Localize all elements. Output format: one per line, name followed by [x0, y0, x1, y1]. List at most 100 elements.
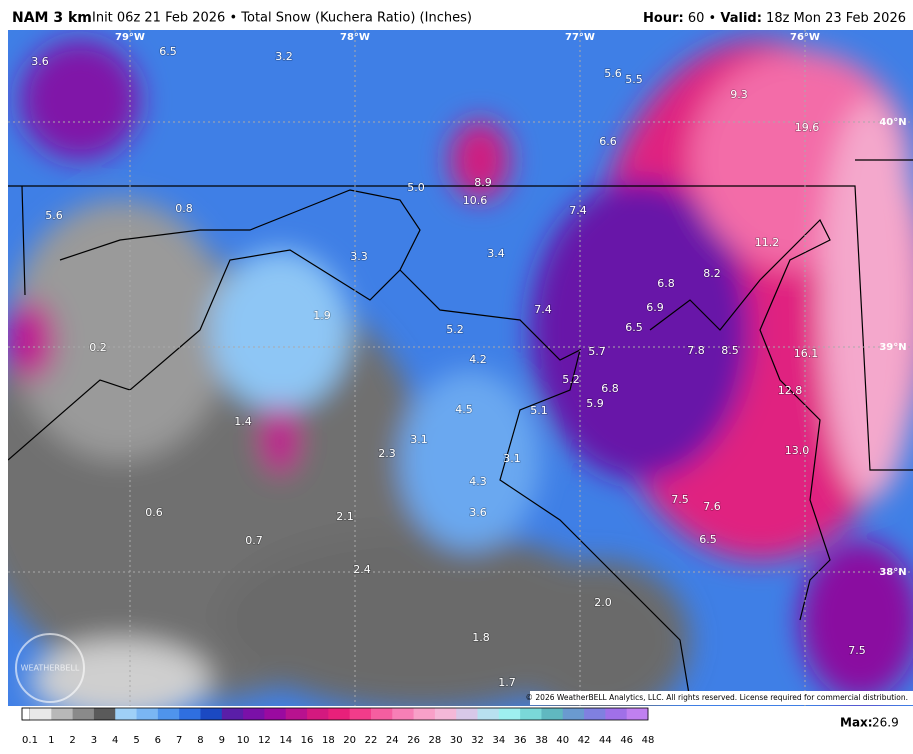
colorbar-tick: 20	[343, 735, 356, 746]
colorbar-swatch	[392, 708, 415, 720]
snow-labels: 3.66.5 3.25.6 5.59.319.66.68.95.010.65.60.…	[31, 44, 867, 690]
snow-value: 7.4	[569, 204, 587, 217]
colorbar: 0.1 1 2 3 4 5 6 7 8 9 10 12 14 16 18 20 22 24 26 28 30 32 34 36…	[21, 707, 654, 746]
snow-value: 1.8	[472, 631, 490, 644]
colorbar-swatch	[434, 708, 457, 720]
snow-value: 6.5	[625, 321, 643, 334]
snow-value: 5.7	[588, 345, 606, 358]
graticule-label: 79°W	[115, 32, 145, 43]
snow-value: 2.1	[336, 510, 354, 523]
colorbar-lead	[21, 707, 31, 721]
snow-value: 3.1	[410, 433, 428, 446]
snow-value: 8.2	[703, 267, 721, 280]
hour-label: Hour:	[643, 11, 684, 26]
colorbar-swatch	[136, 708, 159, 720]
colorbar-tick: 16	[301, 735, 314, 746]
snow-value: 9.3	[730, 88, 748, 101]
colorbar-tick: 10	[237, 735, 250, 746]
colorbar-swatch	[520, 708, 542, 720]
snow-value: 5.5	[625, 73, 643, 86]
snow-value: 1.7	[498, 676, 516, 689]
snow-value: 0.2	[89, 341, 107, 354]
snow-value: 3.6	[31, 55, 49, 68]
colorbar-tick: 28	[429, 735, 442, 746]
snow-value: 7.6	[703, 500, 721, 513]
colorbar-swatch	[243, 708, 265, 720]
colorbar-swatch	[477, 708, 500, 720]
colorbar-swatch	[584, 708, 606, 720]
colorbar-tick: 22	[365, 735, 378, 746]
max-label: Max:	[840, 716, 873, 730]
colorbar-tick: 12	[258, 735, 271, 746]
colorbar-swatch	[285, 708, 308, 720]
snow-value: 3.2	[275, 50, 293, 63]
snow-value: 0.7	[245, 534, 263, 547]
snow-value: 7.5	[671, 493, 689, 506]
colorbar-frame	[21, 707, 649, 721]
colorbar-swatch	[307, 708, 329, 720]
colorbar-tick: 18	[322, 735, 335, 746]
snow-value: 10.6	[463, 194, 488, 207]
colorbar-swatch	[370, 708, 393, 720]
snow-value: 2.0	[594, 596, 612, 609]
snow-value: 8.9	[474, 176, 492, 189]
snow-value: 4.3	[469, 475, 487, 488]
valid: 18z Mon 23 Feb 2026	[766, 11, 906, 26]
snow-value: 5.1	[530, 404, 548, 417]
snow-value: 0.6	[145, 506, 163, 519]
snow-value: 1.9	[313, 309, 331, 322]
colorbar-tick: 0.1	[22, 735, 38, 746]
snow-value: 0.8	[175, 202, 193, 215]
snow-value: 11.2	[755, 236, 780, 249]
colorbar-swatch	[179, 708, 201, 720]
logo: WEATHERBELL	[15, 633, 85, 703]
colorbar-tick: 26	[407, 735, 420, 746]
snow-value: 5.2	[446, 323, 464, 336]
colorbar-tick: 6	[155, 735, 161, 746]
graticule-label: 39°N	[879, 342, 906, 353]
colorbar-swatch	[264, 708, 287, 720]
colorbar-tick: 9	[219, 735, 225, 746]
graticule-label: 38°N	[879, 567, 906, 578]
colorbar-tick: 7	[176, 735, 182, 746]
colorbar-swatch	[221, 708, 244, 720]
colorbar-swatch	[200, 708, 223, 720]
snow-value: 4.5	[455, 403, 473, 416]
valid-info: Hour: 60 • Valid: 18z Mon 23 Feb 2026	[643, 11, 906, 26]
description: Init 06z 21 Feb 2026 • Total Snow (Kuche…	[92, 11, 472, 26]
snow-value: 7.4	[534, 303, 552, 316]
snow-value: 3.3	[350, 250, 368, 263]
colorbar-tick: 30	[450, 735, 463, 746]
snow-value: 6.5	[699, 533, 717, 546]
map: 79°W 78°W 77°W 76°W 40°N 39°N 38°N 3.6 6.5 3.2 5.…	[8, 30, 913, 706]
snow-value: 3.6	[469, 506, 487, 519]
snow-value: 4.2	[469, 353, 487, 366]
colorbar-swatch	[93, 708, 116, 720]
snow-value: 13.0	[785, 444, 810, 457]
snow-value: 2.4	[353, 563, 371, 576]
graticule: 79°W 78°W 77°W 76°W 40°N 39°N 38°N	[115, 32, 907, 578]
snow-value: 5.6	[45, 209, 63, 222]
snow-value: 19.6	[795, 121, 820, 134]
model: NAM 3 km	[12, 10, 92, 26]
copyright: © 2026 WeatherBELL Analytics, LLC. All r…	[526, 693, 908, 702]
colorbar-swatch	[541, 708, 564, 720]
snow-value: 6.6	[599, 135, 617, 148]
snow-value: 12.8	[778, 384, 803, 397]
colorbar-tick: 4	[112, 735, 118, 746]
colorbar-tick: 8	[197, 735, 203, 746]
colorbar-tick: 5	[133, 735, 139, 746]
graticule-label: 78°W	[340, 32, 370, 43]
colorbar-tick: 38	[535, 735, 548, 746]
snow-value: 8.5	[721, 344, 739, 357]
colorbar-swatch	[349, 708, 372, 720]
snow-value: 6.8	[601, 382, 619, 395]
snow-value: 5.9	[586, 397, 604, 410]
snow-value: 6.5	[159, 45, 177, 58]
colorbar-tick: 34	[492, 735, 505, 746]
snow-value: 5.0	[407, 181, 425, 194]
colorbar-tick: 2	[69, 735, 75, 746]
colorbar-tick: 36	[514, 735, 527, 746]
colorbar-tick: 3	[91, 735, 97, 746]
